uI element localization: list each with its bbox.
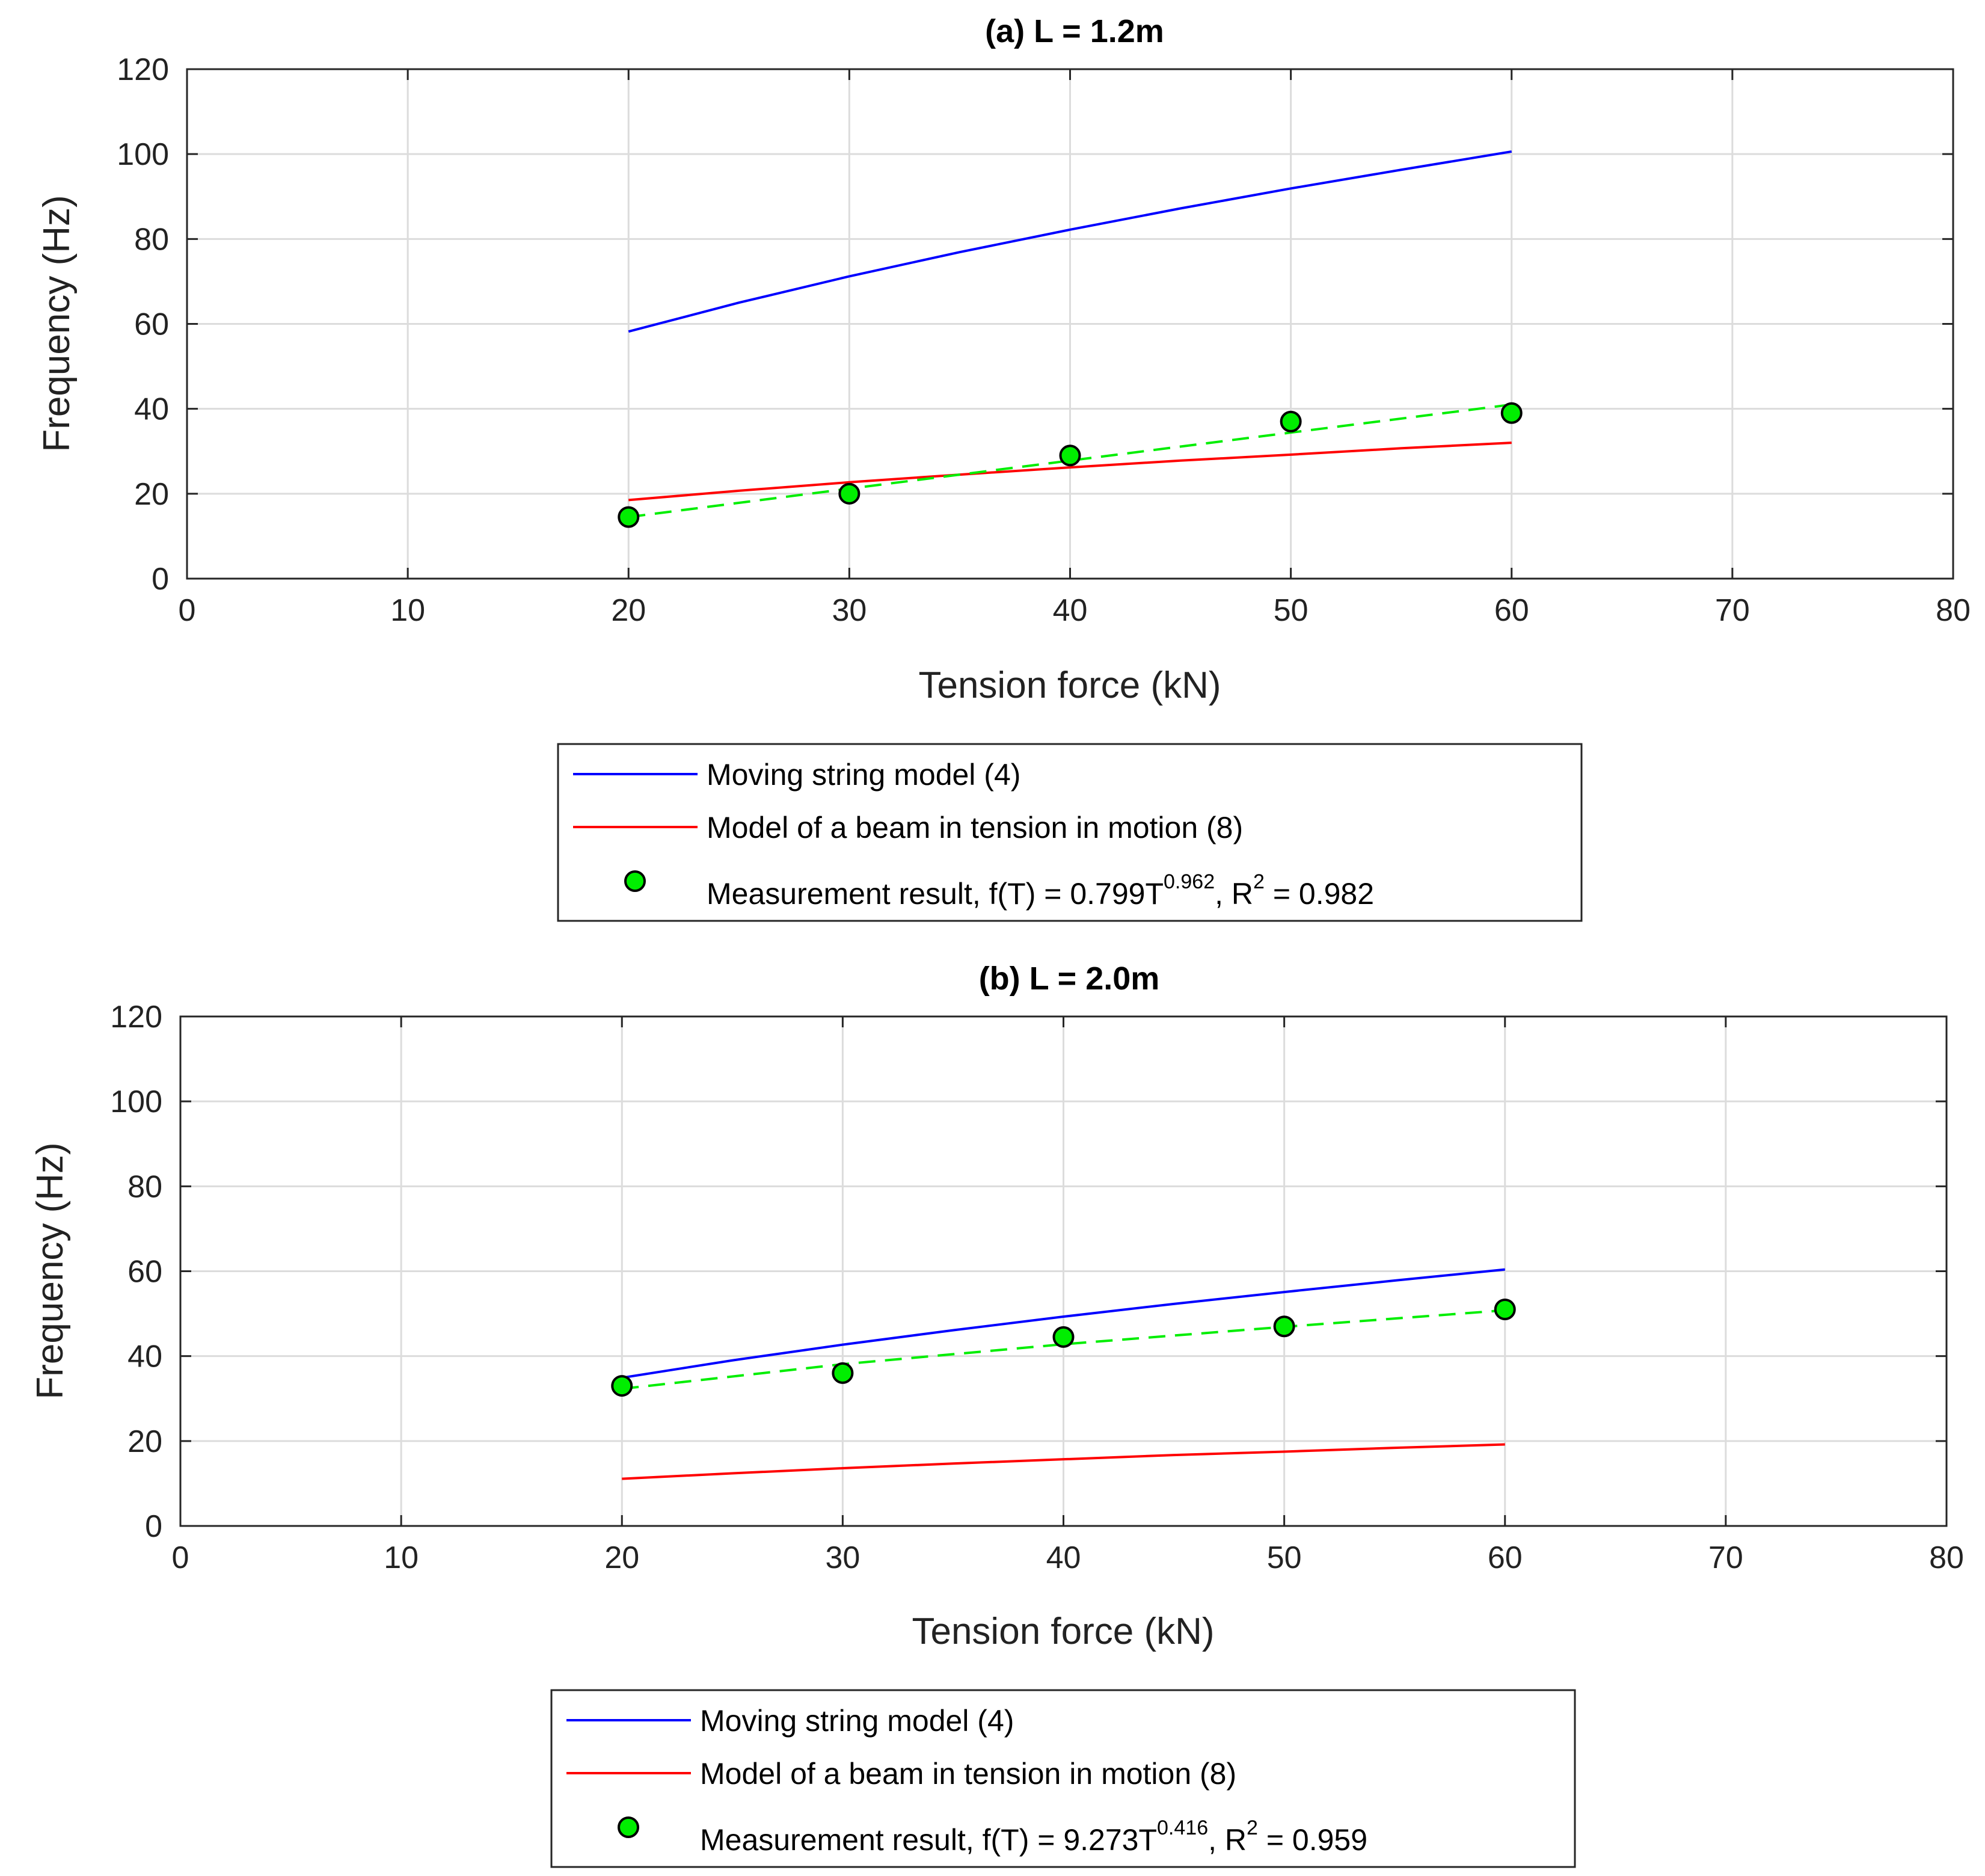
chart-b-legend-marker-measurement: [618, 1816, 639, 1838]
x-tick-label: 70: [1715, 593, 1750, 628]
chart-a-axes-box: [186, 68, 1954, 580]
y-tick-label: 0: [145, 1509, 162, 1544]
series-line-moving-string-model-4: [628, 150, 1512, 333]
series-line-measurement-fit: [628, 403, 1512, 518]
chart-b-legend-formula: Measurement result, f(T) = 9.273T: [700, 1823, 1157, 1857]
x-tick-label: 70: [1708, 1540, 1743, 1575]
y-tick-label: 60: [127, 1255, 162, 1290]
chart-a-x-axis-label: Tension force (kN): [918, 665, 1221, 706]
series-line-measurement-fit: [622, 1309, 1505, 1391]
chart-b-legend: Moving string model (4) Model of a beam …: [550, 1689, 1576, 1868]
chart-a-legend-formula: Measurement result, f(T) = 0.799T: [707, 877, 1164, 911]
chart-a: (a) L = 1.2m 0 10 20 30 40 50 60 70 80 0 20 40 60 80…: [36, 13, 1971, 922]
x-tick-label: 20: [604, 1540, 639, 1575]
chart-b-y-axis-label: Frequency (Hz): [29, 1142, 71, 1399]
chart-a-legend-exponent: 0.962: [1164, 870, 1215, 893]
chart-b-legend-r-value: = 0.959: [1258, 1823, 1367, 1857]
y-tick-label: 120: [110, 1000, 162, 1035]
y-tick-label: 100: [117, 137, 169, 172]
x-tick-label: 50: [1274, 593, 1309, 628]
y-tick-label: 40: [134, 392, 169, 427]
data-point-measurement-result: [618, 506, 640, 528]
chart-b-grid: [179, 1015, 1948, 1527]
x-tick-label: 30: [825, 1540, 860, 1575]
series-line-moving-string-model-4: [621, 1268, 1505, 1379]
data-point-measurement-result: [1494, 1299, 1516, 1321]
x-tick-label: 50: [1267, 1540, 1302, 1575]
chart-b-legend-r-exponent: 2: [1247, 1816, 1258, 1839]
y-tick-label: 0: [152, 562, 169, 597]
x-tick-label: 80: [1936, 593, 1971, 628]
chart-a-title: (a) L = 1.2m: [985, 13, 1164, 49]
chart-b-axes-box: [179, 1015, 1948, 1527]
chart-a-legend-r-value: = 0.982: [1265, 877, 1374, 911]
chart-a-y-axis-label: Frequency (Hz): [36, 195, 78, 452]
y-tick-label: 80: [134, 222, 169, 257]
y-tick-label: 20: [134, 477, 169, 512]
chart-b-legend-r-label: , R: [1208, 1823, 1247, 1857]
chart-a-legend: Moving string model (4) Model of a beam …: [557, 743, 1583, 922]
x-tick-label: 10: [384, 1540, 419, 1575]
chart-b: (b) L = 2.0m 0 10 20 30 40 50 60 70 80 0 20 40 60 80…: [29, 961, 1964, 1868]
data-point-measurement-result: [1059, 444, 1081, 467]
x-tick-label: 40: [1046, 1540, 1081, 1575]
chart-a-legend-r-exponent: 2: [1253, 870, 1265, 893]
data-point-measurement-result: [1273, 1315, 1295, 1338]
data-point-measurement-result: [1280, 410, 1302, 432]
y-tick-label: 100: [110, 1084, 162, 1119]
chart-b-plot-area: [611, 1268, 1516, 1480]
x-tick-label: 60: [1494, 593, 1529, 628]
chart-b-legend-label-beam: Model of a beam in tension in motion (8): [700, 1757, 1236, 1791]
series-line-model-of-a-beam-in-tension-in-motion-8: [622, 1443, 1505, 1480]
chart-a-legend-label-string: Moving string model (4): [707, 758, 1020, 792]
chart-b-title: (b) L = 2.0m: [979, 961, 1160, 997]
chart-a-legend-marker-measurement: [624, 870, 646, 892]
x-tick-label: 60: [1488, 1540, 1523, 1575]
data-point-measurement-result: [1500, 402, 1523, 424]
x-tick-label: 30: [832, 593, 867, 628]
y-tick-label: 40: [127, 1339, 162, 1374]
series-line-model-of-a-beam-in-tension-in-motion-8: [628, 441, 1512, 502]
y-tick-label: 120: [117, 52, 169, 87]
x-tick-label: 10: [390, 593, 425, 628]
chart-b-x-axis-label: Tension force (kN): [912, 1611, 1214, 1652]
chart-b-y-ticks: 0 20 40 60 80 100 120: [110, 1000, 1947, 1544]
x-tick-label: 0: [179, 593, 196, 628]
x-tick-label: 80: [1929, 1540, 1964, 1575]
chart-b-legend-box: [550, 1689, 1576, 1868]
data-point-measurement-result: [1052, 1326, 1075, 1348]
chart-b-legend-label-measurement: Measurement result, f(T) = 9.273T0.416, …: [700, 1816, 1367, 1857]
chart-a-y-ticks: 0 20 40 60 80 100 120: [117, 52, 1953, 597]
chart-a-grid: [186, 68, 1954, 580]
y-tick-label: 60: [134, 307, 169, 342]
chart-b-x-ticks: 0 10 20 30 40 50 60 70 80: [172, 1016, 1964, 1575]
data-point-measurement-result: [838, 482, 861, 505]
x-tick-label: 20: [611, 593, 646, 628]
y-tick-label: 20: [127, 1424, 162, 1459]
y-tick-label: 80: [127, 1169, 162, 1204]
data-point-measurement-result: [611, 1375, 633, 1397]
chart-a-legend-label-beam: Model of a beam in tension in motion (8): [707, 811, 1243, 844]
chart-b-legend-label-string: Moving string model (4): [700, 1704, 1014, 1738]
chart-b-legend-exponent: 0.416: [1157, 1816, 1208, 1839]
x-tick-label: 40: [1053, 593, 1088, 628]
chart-a-x-ticks: 0 10 20 30 40 50 60 70 80: [179, 69, 1971, 628]
chart-a-legend-box: [557, 743, 1583, 922]
data-point-measurement-result: [832, 1362, 854, 1384]
chart-a-legend-r-label: , R: [1215, 877, 1253, 911]
x-tick-label: 0: [172, 1540, 189, 1575]
chart-a-legend-label-measurement: Measurement result, f(T) = 0.799T0.962, …: [707, 870, 1374, 911]
chart-a-plot-area: [618, 150, 1523, 528]
